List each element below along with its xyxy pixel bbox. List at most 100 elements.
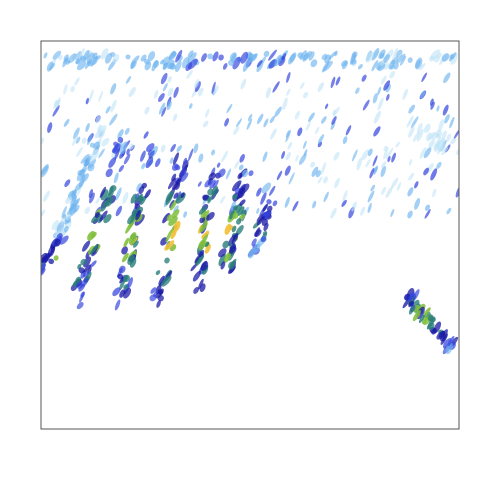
heatmap-cell-495	[80, 258, 87, 266]
heatmap-cell-693	[218, 253, 226, 267]
heatmap-cell-244	[194, 81, 201, 93]
heatmap-cell-198	[373, 165, 378, 176]
heatmap-cell-337	[302, 50, 313, 61]
heatmap-cell-69	[235, 118, 243, 128]
heatmap-cell-578	[141, 182, 147, 189]
heatmap-cell-54	[449, 116, 455, 129]
heatmap-cell-814	[445, 342, 453, 355]
heatmap-cell-173	[317, 176, 323, 184]
heatmap-cell-123	[81, 137, 87, 144]
heatmap-cell-530	[146, 143, 155, 152]
heatmap-cell-110	[408, 104, 416, 114]
heatmap-cell-81	[432, 188, 437, 198]
heatmap-cell-663	[199, 216, 206, 224]
heatmap-cell-23	[172, 113, 178, 122]
heatmap-cell-775	[41, 263, 46, 275]
heatmap-cell-522	[78, 267, 85, 274]
heatmap-cell-202	[166, 100, 172, 111]
heatmap-cell-491	[94, 212, 100, 218]
heatmap-cell-743	[263, 222, 269, 232]
heatmap-cell-63	[43, 190, 50, 202]
heatmap-cell-148	[70, 86, 75, 93]
heatmap-cell-409	[248, 53, 258, 63]
heatmap-cell-242	[262, 151, 268, 162]
heatmap-cell-570	[123, 287, 132, 299]
heatmap-cell-607	[150, 287, 157, 294]
heatmap-cell-85	[213, 85, 219, 95]
heatmap-cell-164	[317, 134, 325, 145]
heatmap-cell-218	[442, 104, 449, 116]
heatmap-cell-625	[166, 214, 172, 221]
heatmap-cell-658	[201, 232, 208, 239]
heatmap-cell-129	[256, 208, 260, 214]
heatmap-cell-13	[315, 170, 322, 178]
heatmap-cell-684	[199, 221, 208, 233]
heatmap-cell-91	[128, 87, 136, 97]
heatmap-cell-90	[367, 190, 375, 203]
heatmap-cell-231	[330, 207, 337, 219]
heatmap-cell-727	[239, 199, 246, 206]
heatmap-cell-436	[81, 173, 90, 183]
heatmap-cell-142	[226, 103, 233, 114]
heatmap-cell-353	[228, 59, 235, 66]
heatmap-cell-193	[47, 122, 53, 133]
heatmap-cell-680	[207, 195, 213, 204]
heatmap-cell-234	[383, 146, 389, 160]
heatmap-cell-29	[186, 69, 193, 79]
heatmap-cell-212	[234, 160, 240, 169]
heatmap-cell-577	[130, 193, 138, 204]
heatmap-cell-849	[434, 140, 441, 153]
heatmap-cell-47	[305, 121, 311, 131]
heatmap-cell-600	[183, 157, 188, 165]
heatmap-cell-111	[408, 159, 413, 166]
heatmap-cell-67	[64, 179, 71, 188]
heatmap-cell-747	[260, 236, 267, 243]
heatmap-cell-241	[383, 80, 391, 91]
heatmap-cell-605	[164, 257, 170, 264]
heatmap-cell-127	[342, 190, 348, 203]
heatmap-cell-544	[112, 287, 121, 297]
heatmap-cell-581	[160, 237, 168, 246]
heatmap-cell-740	[251, 238, 257, 247]
heatmap-cell-14	[416, 122, 423, 134]
heatmap-cell-257	[351, 149, 358, 162]
heatmap-cell-528	[114, 299, 121, 311]
heatmap-cell-120	[247, 113, 253, 122]
heatmap-cell-136	[98, 148, 105, 159]
heatmap-cell-189	[72, 133, 79, 146]
heatmap-cell-249	[312, 200, 317, 209]
heatmap-cell-224	[88, 89, 94, 103]
heatmap-cell-443	[73, 204, 80, 213]
heatmap-cell-65	[169, 157, 174, 164]
heatmap-cell-556	[119, 276, 125, 284]
heatmap-cell-58	[197, 181, 202, 187]
heatmap-cell-586	[162, 212, 170, 224]
heatmap-cell-685	[234, 203, 243, 214]
heatmap-cell-64	[129, 143, 134, 150]
heatmap-cell-776	[53, 255, 59, 261]
heatmap-cell-124	[63, 83, 68, 95]
heatmap-cell-326	[342, 60, 348, 70]
heatmap-cell-836	[441, 130, 447, 141]
heatmap-cell-166	[125, 75, 132, 84]
heatmap-cell-300	[308, 51, 315, 61]
heatmap-cell-15	[373, 110, 381, 124]
heatmap-cell-514	[82, 270, 89, 278]
heatmap-cell-146	[87, 133, 93, 146]
heatmap-cell-515	[90, 244, 98, 255]
heatmap-cell-147	[315, 126, 320, 135]
heatmap-cell-652	[190, 263, 197, 272]
heatmap-cell-230	[385, 84, 391, 93]
heatmap-cell-818	[412, 310, 421, 322]
heatmap-cell-53	[373, 126, 381, 137]
heatmap-cell-210	[115, 205, 123, 217]
heatmap-cell-40	[158, 93, 165, 102]
heatmap-cell-407	[351, 51, 358, 59]
heatmap-cell-464	[89, 142, 95, 148]
heatmap-cell-160	[63, 118, 70, 127]
heatmap-cell-510	[99, 210, 108, 222]
heatmap-cell-196	[113, 172, 119, 184]
heatmap-cell-255	[105, 105, 111, 114]
heatmap-cell-415	[70, 193, 77, 207]
heatmap-cell-606	[168, 216, 178, 226]
